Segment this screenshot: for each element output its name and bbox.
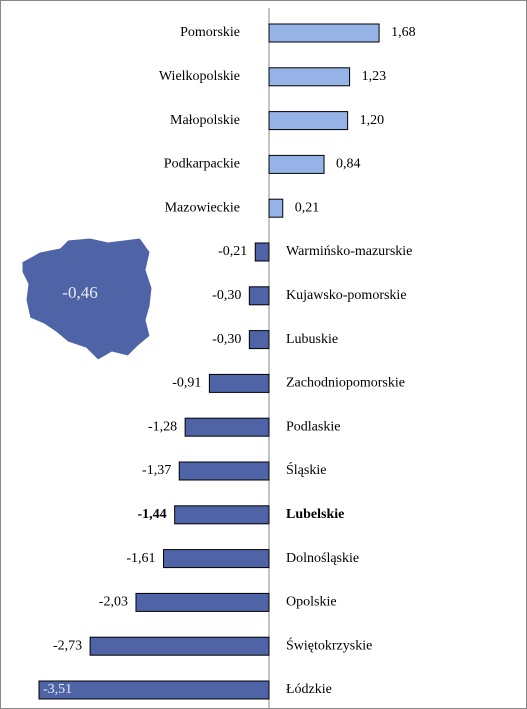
bar (268, 154, 325, 174)
value-label: -0,21 (218, 244, 247, 259)
category-label: Warmińsko-mazurskie (286, 244, 412, 259)
category-label: Podkarpackie (164, 157, 240, 172)
value-label: 1,20 (360, 113, 385, 128)
category-label: Pomorskie (180, 25, 240, 40)
category-label: Łódzkie (286, 682, 332, 697)
bar (208, 373, 270, 393)
category-label: Mazowieckie (165, 200, 240, 215)
category-label: Kujawsko-pomorskie (286, 288, 407, 303)
value-label: -0,30 (212, 332, 241, 347)
bar (268, 67, 351, 87)
value-label: -3,51 (43, 682, 72, 697)
bar (268, 198, 284, 218)
value-label: -0,30 (212, 288, 241, 303)
bar (248, 286, 270, 306)
bar (268, 111, 349, 131)
bar (89, 636, 270, 656)
bar (135, 592, 270, 612)
bar (38, 680, 270, 700)
value-label: -1,28 (148, 419, 177, 434)
value-label: 0,21 (295, 200, 320, 215)
category-label: Świętokrzyskie (286, 636, 372, 653)
category-label: Śląskie (286, 461, 326, 478)
bar (254, 242, 270, 262)
category-label: Wielkopolskie (159, 69, 240, 84)
category-label: Opolskie (286, 595, 337, 610)
category-label: Podlaskie (286, 419, 340, 434)
bar (163, 549, 270, 569)
category-label: Małopolskie (170, 113, 240, 128)
value-label: -0,91 (172, 376, 201, 391)
category-label: Dolnośląskie (286, 551, 359, 566)
bar (268, 23, 380, 43)
category-label: Lubelskie (286, 507, 344, 522)
category-label: Zachodniopomorskie (286, 376, 405, 391)
value-label: -1,61 (126, 551, 155, 566)
value-label: -1,37 (142, 463, 171, 478)
value-label: 1,68 (391, 25, 416, 40)
bar (178, 461, 270, 481)
bar (174, 505, 270, 525)
category-label: Lubuskie (286, 332, 338, 347)
value-label: 0,84 (336, 157, 361, 172)
value-label: -1,44 (137, 507, 166, 522)
poland-map (21, 237, 153, 361)
bar (184, 417, 270, 437)
bar (248, 330, 270, 350)
map-value: -0,46 (62, 283, 97, 302)
value-label: 1,23 (362, 69, 387, 84)
value-label: -2,03 (99, 595, 128, 610)
value-label: -2,73 (53, 638, 82, 653)
